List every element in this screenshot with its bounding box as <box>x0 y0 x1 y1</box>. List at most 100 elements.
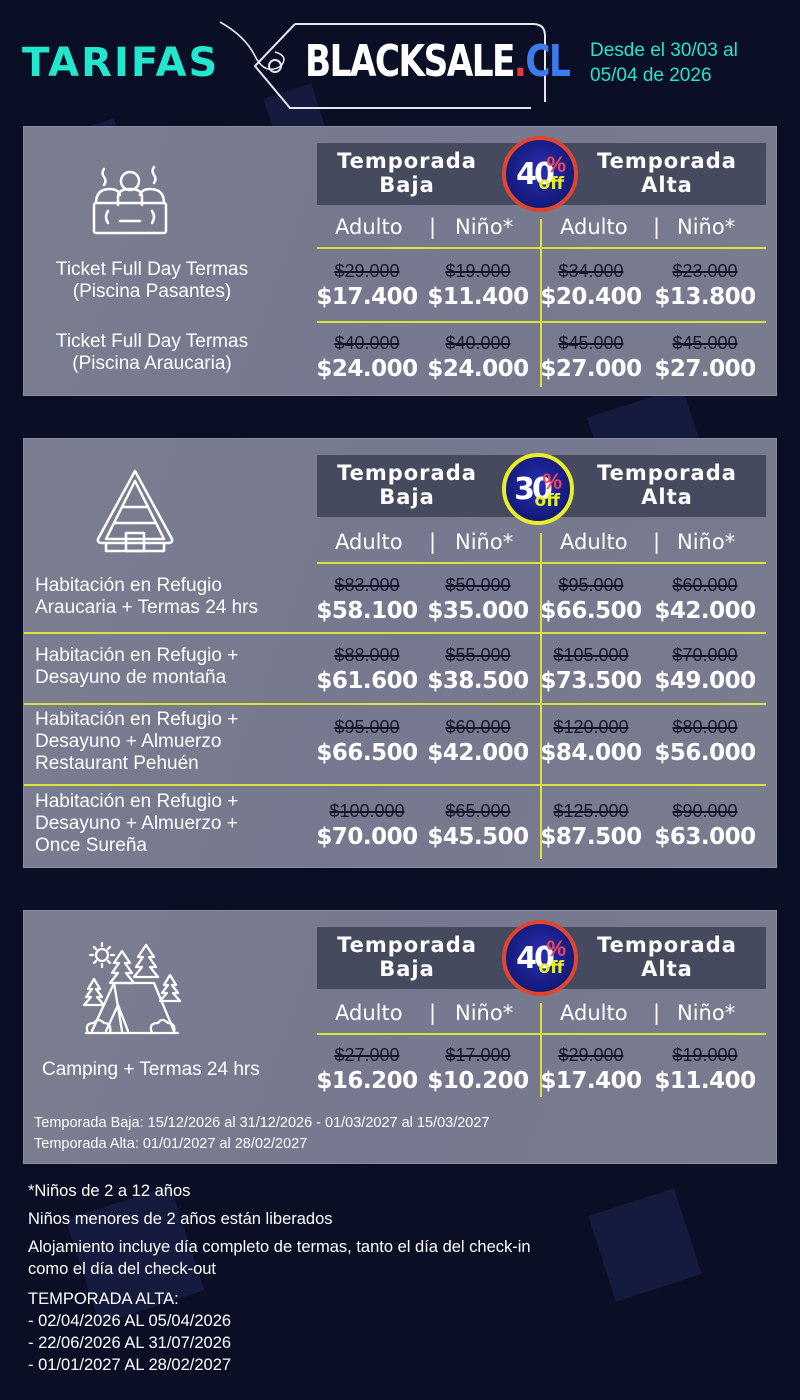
row-label: Habitación en Refugio + Desayuno + Almue… <box>35 709 238 775</box>
new-price: $61.600 <box>316 668 418 694</box>
note-lodging-line1: Alojamiento incluye día completo de term… <box>28 1238 531 1256</box>
cabin-icon <box>96 469 174 553</box>
row-divider <box>317 321 766 323</box>
season-high-dates: Temporada Alta: 01/01/2027 al 28/02/2027 <box>34 1136 308 1152</box>
row-label-line1: Habitación en Refugio + <box>35 791 239 812</box>
season-header-bar: Temporada Baja Temporada Alta <box>317 143 766 205</box>
row-divider <box>24 703 766 705</box>
old-price: $19.000 <box>445 261 511 281</box>
discount-badge: 40 % off <box>502 920 578 996</box>
price-high-adult: $29.000 $17.400 <box>535 1045 647 1094</box>
row-label: Ticket Full Day Termas (Piscina Araucari… <box>34 331 270 375</box>
col-separator: | <box>653 1001 661 1025</box>
old-price: $29.000 <box>334 261 400 281</box>
col-separator: | <box>429 215 437 239</box>
row-label: Habitación en Refugio + Desayuno de mont… <box>35 645 238 689</box>
season-low-label: Temporada Baja <box>317 461 497 509</box>
old-price: $65.000 <box>445 801 511 821</box>
promo-dates-line2: 05/04 de 2026 <box>590 65 712 86</box>
old-price: $45.000 <box>672 333 738 353</box>
row-label: Ticket Full Day Termas (Piscina Pasantes… <box>34 259 270 303</box>
price-low-adult: $100.000 $70.000 <box>311 801 423 850</box>
new-price: $56.000 <box>654 740 756 766</box>
new-price: $11.400 <box>427 284 529 310</box>
old-price: $55.000 <box>445 645 511 665</box>
new-price: $49.000 <box>654 668 756 694</box>
season-high-line2: Alta <box>641 957 693 981</box>
old-price: $80.000 <box>672 717 738 737</box>
high-season-range: - 01/01/2027 AL 28/02/2027 <box>28 1356 232 1374</box>
row-divider <box>24 784 766 786</box>
discount-value: 40 <box>516 156 555 192</box>
price-low-adult: $83.000 $58.100 <box>311 575 423 624</box>
season-low-line2: Baja <box>379 173 435 197</box>
price-high-adult: $120.000 $84.000 <box>535 717 647 766</box>
column-divider <box>540 219 542 387</box>
season-dates-notes: Temporada Baja: 15/12/2026 al 31/12/2026… <box>34 1113 490 1155</box>
new-price: $87.500 <box>540 824 642 850</box>
old-price: $45.000 <box>558 333 624 353</box>
new-price: $24.000 <box>316 356 418 382</box>
card-camping: Temporada Baja Temporada Alta 40 % off A… <box>23 910 777 1164</box>
old-price: $88.000 <box>334 645 400 665</box>
new-price: $42.000 <box>427 740 529 766</box>
discount-off: off <box>538 174 564 194</box>
old-price: $40.000 <box>445 333 511 353</box>
old-price: $50.000 <box>445 575 511 595</box>
season-low-label: Temporada Baja <box>317 149 497 197</box>
header: TARIFAS BLACKSALE.CL Desde el 30/03 al 0… <box>0 0 800 120</box>
row-label-line1: Ticket Full Day Termas <box>55 259 249 280</box>
old-price: $120.000 <box>553 717 629 737</box>
season-low-line1: Temporada <box>337 461 477 485</box>
old-price: $27.000 <box>334 1045 400 1065</box>
season-high-label: Temporada Alta <box>577 461 757 509</box>
old-price: $23.000 <box>672 261 738 281</box>
price-high-child: $70.000 $49.000 <box>649 645 761 694</box>
old-price: $125.000 <box>553 801 629 821</box>
col-high-child: Niño* <box>677 1001 736 1025</box>
new-price: $66.500 <box>316 740 418 766</box>
new-price: $42.000 <box>654 598 756 624</box>
old-price: $19.000 <box>672 1045 738 1065</box>
col-low-adult: Adulto <box>335 215 403 239</box>
high-season-range: - 22/06/2026 AL 31/07/2026 <box>28 1334 232 1352</box>
old-price: $100.000 <box>329 801 405 821</box>
price-high-child: $45.000 $27.000 <box>649 333 761 382</box>
price-high-child: $23.000 $13.800 <box>649 261 761 310</box>
row-label: Habitación en Refugio + Desayuno + Almue… <box>35 791 238 857</box>
row-label-line1: Habitación en Refugio <box>35 575 222 596</box>
old-price: $60.000 <box>672 575 738 595</box>
row-label-line1: Camping + Termas 24 hrs <box>42 1059 260 1080</box>
new-price: $84.000 <box>540 740 642 766</box>
row-label-line1: Habitación en Refugio + <box>35 709 239 730</box>
new-price: $17.400 <box>316 284 418 310</box>
old-price: $17.000 <box>445 1045 511 1065</box>
col-low-adult: Adulto <box>335 530 403 554</box>
bg-decoration <box>588 1188 702 1302</box>
old-price: $34.000 <box>558 261 624 281</box>
discount-percent: % <box>546 152 566 177</box>
season-high-line2: Alta <box>641 173 693 197</box>
row-label-line1: Ticket Full Day Termas <box>55 331 249 352</box>
col-separator: | <box>653 215 661 239</box>
price-tag-icon <box>219 21 546 109</box>
new-price: $27.000 <box>654 356 756 382</box>
season-low-label: Temporada Baja <box>317 933 497 981</box>
season-low-line2: Baja <box>379 957 435 981</box>
row-label-line2: Araucaria + Termas 24 hrs <box>35 597 258 618</box>
row-label-line3: Restaurant Pehuén <box>35 753 199 774</box>
row-label-line2: (Piscina Araucaria) <box>72 353 232 374</box>
col-high-child: Niño* <box>677 530 736 554</box>
old-price: $105.000 <box>553 645 629 665</box>
row-label: Camping + Termas 24 hrs <box>42 1059 260 1081</box>
old-price: $95.000 <box>334 717 400 737</box>
old-price: $90.000 <box>672 801 738 821</box>
new-price: $24.000 <box>427 356 529 382</box>
new-price: $73.500 <box>540 668 642 694</box>
price-high-adult: $95.000 $66.500 <box>535 575 647 624</box>
page-title: TARIFAS <box>22 40 220 86</box>
price-high-child: $60.000 $42.000 <box>649 575 761 624</box>
new-price: $66.500 <box>540 598 642 624</box>
price-low-child: $17.000 $10.200 <box>422 1045 534 1094</box>
brand-tld: CL <box>525 36 571 87</box>
